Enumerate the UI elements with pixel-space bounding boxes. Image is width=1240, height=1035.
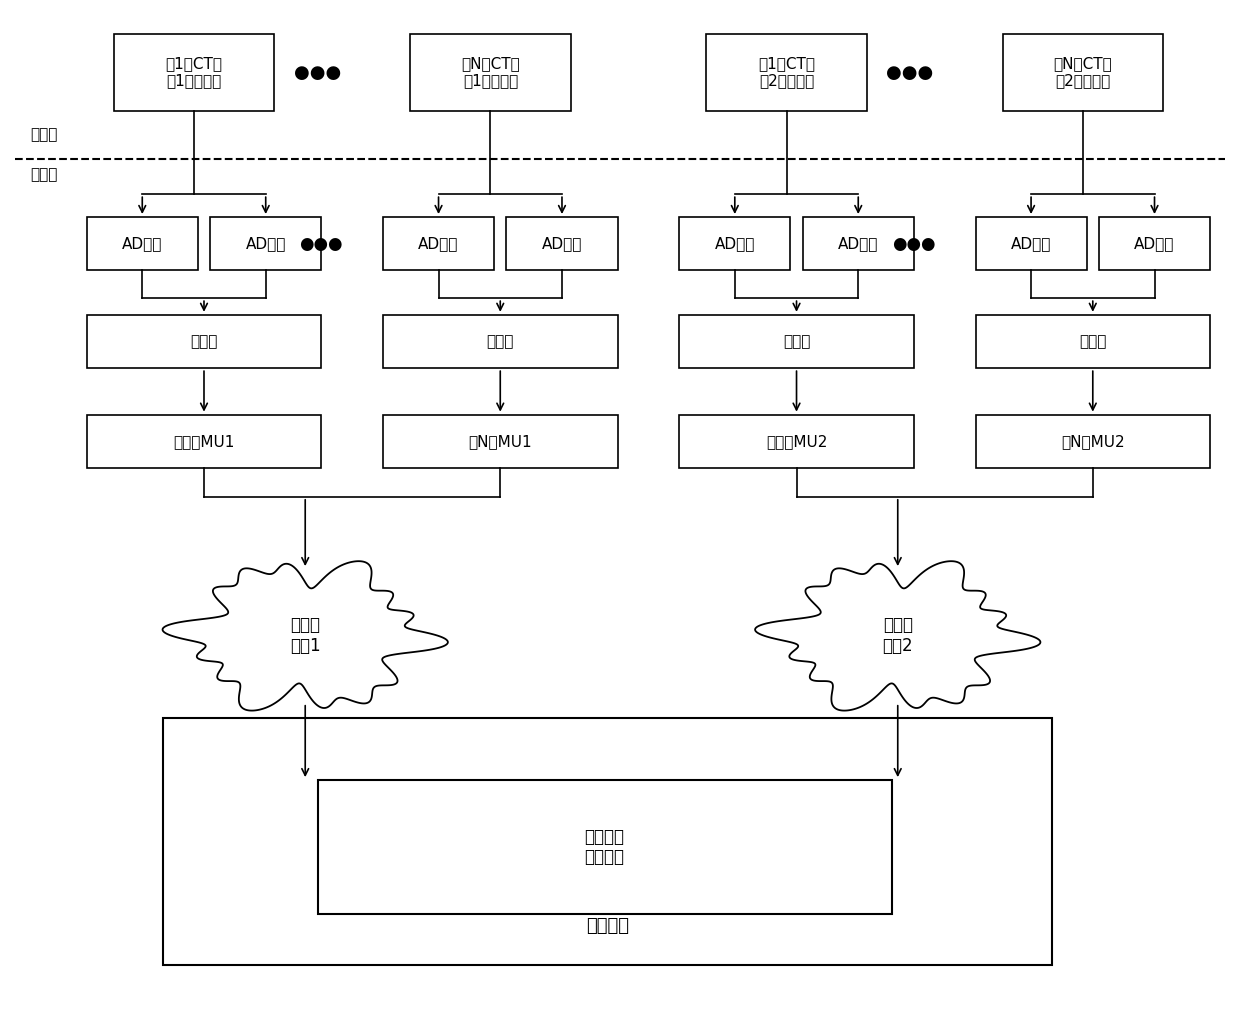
Text: 保护装置: 保护装置 (587, 917, 629, 936)
FancyBboxPatch shape (164, 718, 1052, 966)
Text: 第1侧CT绕
组2传感元件: 第1侧CT绕 组2传感元件 (758, 56, 815, 88)
Text: AD电路: AD电路 (122, 236, 162, 252)
FancyBboxPatch shape (87, 217, 198, 270)
Text: 第1侧CT绕
组1传感元件: 第1侧CT绕 组1传感元件 (166, 56, 223, 88)
FancyBboxPatch shape (87, 315, 321, 368)
FancyBboxPatch shape (210, 217, 321, 270)
Text: ●●●: ●●● (300, 235, 343, 253)
Text: ●●●: ●●● (294, 64, 341, 82)
Text: 转换器: 转换器 (1079, 334, 1106, 349)
FancyBboxPatch shape (1003, 34, 1163, 111)
Text: 过程层
网络2: 过程层 网络2 (883, 617, 913, 655)
Text: 转换器: 转换器 (782, 334, 810, 349)
Text: AD电路: AD电路 (542, 236, 582, 252)
FancyBboxPatch shape (317, 780, 892, 914)
Text: 第一侧MU1: 第一侧MU1 (174, 434, 234, 449)
Text: AD电路: AD电路 (246, 236, 286, 252)
FancyBboxPatch shape (680, 415, 914, 468)
Text: 低压侧: 低压侧 (30, 168, 57, 182)
FancyBboxPatch shape (976, 415, 1210, 468)
Text: 第N侧MU2: 第N侧MU2 (1061, 434, 1125, 449)
FancyBboxPatch shape (680, 315, 914, 368)
Text: 过程层
网络1: 过程层 网络1 (290, 617, 320, 655)
FancyBboxPatch shape (506, 217, 618, 270)
Polygon shape (755, 561, 1040, 711)
FancyBboxPatch shape (976, 217, 1086, 270)
FancyBboxPatch shape (114, 34, 274, 111)
Text: 第N侧CT绕
组2传感元件: 第N侧CT绕 组2传感元件 (1054, 56, 1112, 88)
Polygon shape (162, 561, 448, 711)
FancyBboxPatch shape (802, 217, 914, 270)
FancyBboxPatch shape (1099, 217, 1210, 270)
Text: 第一侧MU2: 第一侧MU2 (766, 434, 827, 449)
Text: 第N侧CT绕
组1传感元件: 第N侧CT绕 组1传感元件 (461, 56, 520, 88)
FancyBboxPatch shape (680, 217, 790, 270)
Text: AD电路: AD电路 (1011, 236, 1052, 252)
Text: AD电路: AD电路 (838, 236, 878, 252)
Text: AD电路: AD电路 (1135, 236, 1174, 252)
Text: ●●●: ●●● (887, 64, 934, 82)
Text: 第N侧MU1: 第N侧MU1 (469, 434, 532, 449)
Text: ●●●: ●●● (892, 235, 935, 253)
FancyBboxPatch shape (383, 415, 618, 468)
FancyBboxPatch shape (383, 217, 494, 270)
FancyBboxPatch shape (410, 34, 570, 111)
Text: 高压侧: 高压侧 (30, 127, 57, 142)
FancyBboxPatch shape (87, 415, 321, 468)
Text: AD电路: AD电路 (714, 236, 755, 252)
FancyBboxPatch shape (383, 315, 618, 368)
Text: 转换器: 转换器 (190, 334, 218, 349)
Text: AD电路: AD电路 (418, 236, 459, 252)
Text: 保护数据
处理模块: 保护数据 处理模块 (584, 828, 625, 866)
FancyBboxPatch shape (976, 315, 1210, 368)
FancyBboxPatch shape (707, 34, 867, 111)
Text: 转换器: 转换器 (486, 334, 513, 349)
